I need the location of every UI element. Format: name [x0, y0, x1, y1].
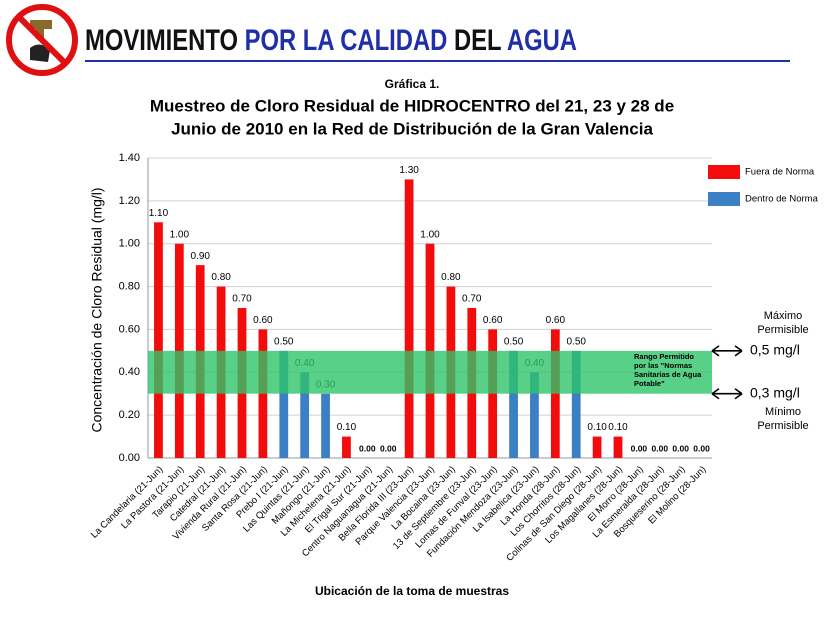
value-label: 0.10: [608, 422, 628, 433]
bar: [592, 436, 602, 458]
band-label: por las "Normas: [634, 361, 692, 370]
chart-title: Junio de 2010 en la Red de Distribución …: [171, 119, 653, 138]
band-limit: 0,5 mg/l: [750, 342, 800, 358]
band-note: Permisible: [757, 324, 808, 336]
value-label: 0.80: [211, 272, 231, 283]
band-label: Rango Permitido: [634, 352, 694, 361]
header-part: MOVIMIENTO: [85, 24, 238, 57]
bar: [321, 393, 330, 458]
value-label: 0.60: [253, 315, 273, 326]
y-tick-label: 0.00: [119, 452, 140, 464]
value-label: 0.00: [380, 443, 397, 453]
logo: [6, 4, 78, 76]
legend-label: Fuera de Norma: [745, 167, 815, 178]
y-axis-label: Concentración de Cloro Residual (mg/l): [89, 187, 105, 432]
value-label: 1.10: [149, 208, 169, 219]
value-label: 0.00: [693, 443, 710, 453]
value-label: 0.60: [546, 315, 566, 326]
bar: [530, 372, 539, 458]
value-label: 0.70: [232, 294, 252, 305]
value-label: 0.50: [504, 336, 524, 347]
value-label: 0.10: [337, 422, 357, 433]
band-note: Máximo: [764, 310, 803, 322]
header-title: MOVIMIENTO POR LA CALIDAD DEL AGUA: [85, 24, 577, 57]
band-note: Mínimo: [765, 406, 801, 418]
value-label: 0.50: [274, 336, 294, 347]
double-arrow: [711, 388, 743, 400]
x-axis-label: Ubicación de la toma de muestras: [315, 584, 509, 598]
band-label: Potable": [634, 379, 665, 388]
bar: [279, 350, 289, 458]
y-tick-label: 0.20: [119, 409, 140, 421]
bar: [300, 372, 310, 458]
y-tick-label: 0.60: [119, 323, 140, 335]
bar: [154, 222, 163, 458]
legend-swatch: [708, 192, 740, 206]
chart-subtitle: Gráfica 1.: [385, 77, 440, 91]
y-tick-label: 1.20: [119, 195, 140, 207]
bar: [404, 179, 414, 458]
value-label: 0.50: [566, 336, 586, 347]
value-label: 1.00: [170, 229, 190, 240]
value-label: 0.70: [462, 294, 482, 305]
bar: [342, 436, 351, 458]
legend-label: Dentro de Norma: [745, 194, 819, 205]
header-part: AGUA: [501, 24, 577, 57]
band-label: Sanitarias de Agua: [634, 370, 702, 379]
value-label: 0.00: [359, 443, 376, 453]
header-part: POR LA CALIDAD: [238, 24, 447, 57]
value-label: 0.00: [672, 443, 689, 453]
bar: [613, 436, 623, 458]
permitted-band: [148, 350, 712, 394]
chart-title: Muestreo de Cloro Residual de HIDROCENTR…: [150, 96, 674, 115]
value-label: 0.80: [441, 272, 461, 283]
header-part: DEL: [447, 24, 501, 57]
value-label: 0.10: [587, 422, 607, 433]
bar: [509, 350, 518, 458]
legend-swatch: [708, 165, 740, 179]
y-tick-label: 0.80: [119, 280, 140, 292]
y-tick-label: 1.00: [119, 238, 140, 250]
value-label: 0.00: [652, 443, 669, 453]
band-limit: 0,3 mg/l: [750, 384, 800, 400]
y-tick-label: 0.40: [119, 366, 140, 378]
value-label: 1.00: [420, 229, 440, 240]
value-label: 0.00: [631, 443, 648, 453]
value-label: 0.60: [483, 315, 503, 326]
bar: [571, 350, 581, 458]
value-label: 0.90: [190, 251, 210, 262]
y-tick-label: 1.40: [119, 152, 140, 164]
value-label: 1.30: [399, 165, 419, 176]
double-arrow: [711, 345, 743, 357]
band-note: Permisible: [757, 420, 808, 432]
